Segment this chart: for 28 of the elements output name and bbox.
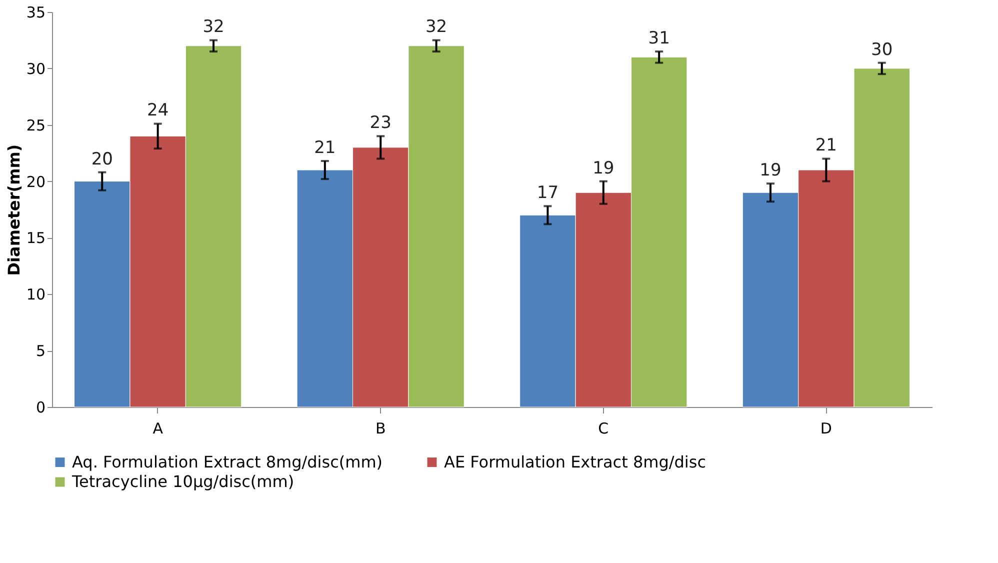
data-label: 17 <box>536 183 559 204</box>
data-label: 23 <box>370 113 392 134</box>
x-tick-label: A <box>152 420 164 438</box>
x-tick-label: C <box>598 420 609 438</box>
y-tick-label: 25 <box>26 116 46 134</box>
x-tick-label: B <box>375 420 386 438</box>
y-tick-label: 15 <box>26 229 46 248</box>
legend-label: AE Formulation Extract 8mg/disc <box>444 452 706 472</box>
data-label: 20 <box>91 149 113 170</box>
y-tick-label: 30 <box>26 60 46 78</box>
data-label: 32 <box>425 17 448 38</box>
y-axis-title: Diameter(mm) <box>4 144 24 276</box>
y-tick-label: 35 <box>26 4 46 22</box>
y-tick-label: 5 <box>36 342 46 360</box>
data-label: 21 <box>815 136 837 156</box>
data-label: 21 <box>314 138 336 158</box>
data-label: 30 <box>871 40 893 60</box>
x-tick-label: D <box>820 420 832 438</box>
data-label: 31 <box>648 28 670 48</box>
legend-label: Tetracycline 10µg/disc(mm) <box>71 472 294 491</box>
y-tick-label: 0 <box>36 398 46 416</box>
y-tick-label: 10 <box>26 286 46 304</box>
y-tick-label: 20 <box>26 172 46 191</box>
data-label: 24 <box>147 100 169 121</box>
data-label: 19 <box>592 158 614 178</box>
data-label: 19 <box>760 160 782 181</box>
data-label: 32 <box>202 17 224 38</box>
legend-label: Aq. Formulation Extract 8mg/disc(mm) <box>72 452 383 472</box>
